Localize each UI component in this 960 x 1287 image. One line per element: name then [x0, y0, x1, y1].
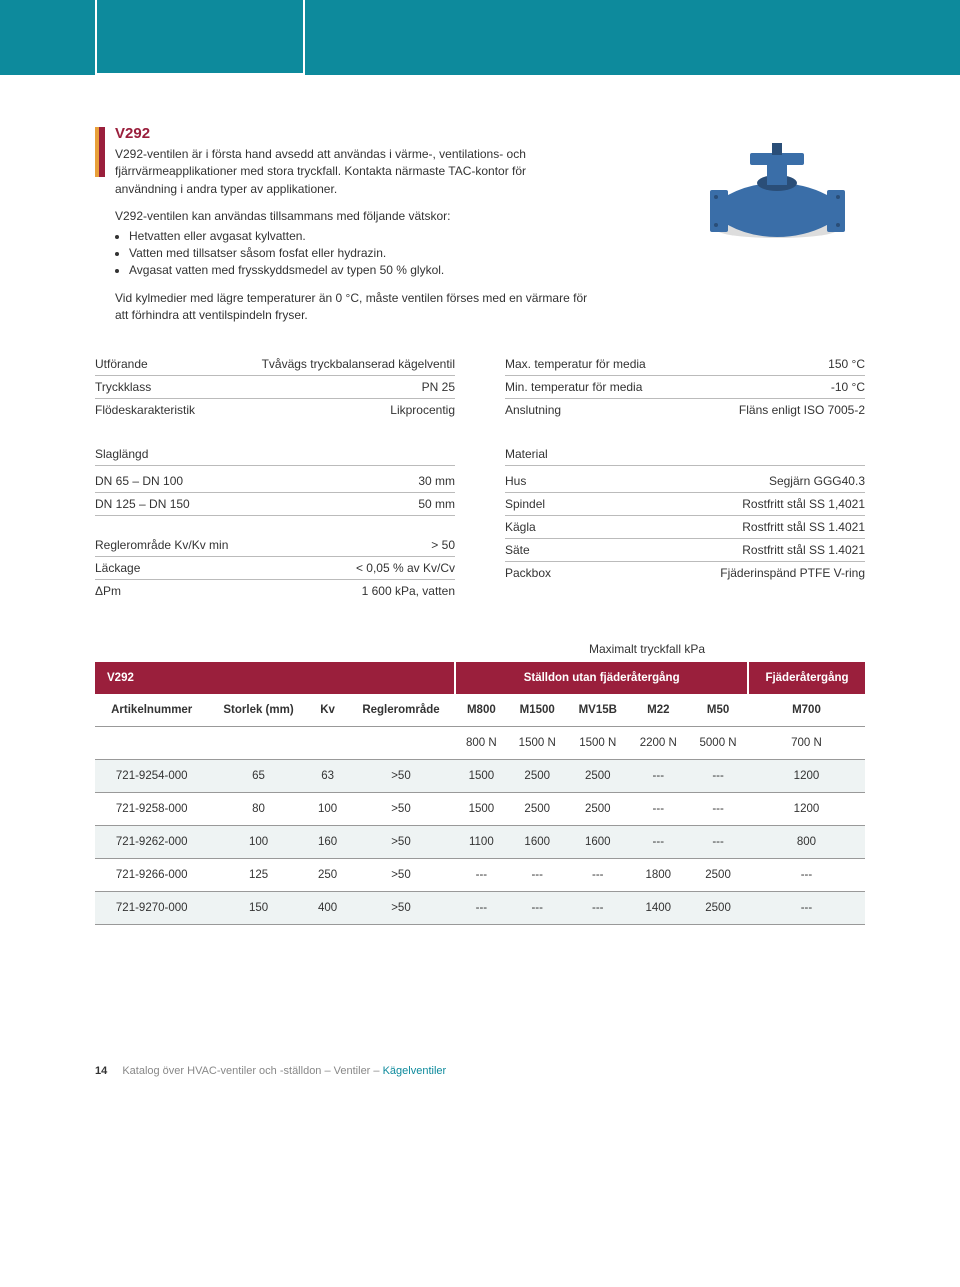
spec-value: Rostfritt stål SS 1.4021 [742, 543, 865, 557]
spec-value: Rostfritt stål SS 1.4021 [742, 520, 865, 534]
col-m50: M50 [688, 694, 748, 727]
intro-lead: V292-ventilen kan användas tillsammans m… [115, 208, 555, 225]
spec-value: < 0,05 % av Kv/Cv [356, 561, 455, 575]
pressure-caption: Maximalt tryckfall kPa [95, 642, 865, 656]
col-artikel: Artikelnummer [95, 694, 208, 727]
col-m800: M800 [455, 694, 507, 727]
material-head: Material [505, 443, 865, 466]
table-hdr-product: V292 [95, 662, 455, 694]
spec-label: Max. temperatur för media [505, 357, 646, 371]
spec-value: PN 25 [422, 380, 455, 394]
title-marker [95, 127, 105, 177]
force-cell [95, 726, 208, 759]
spec-label: Anslutning [505, 403, 561, 417]
force-cell: 700 N [748, 726, 865, 759]
col-storlek: Storlek (mm) [208, 694, 308, 727]
col-kv: Kv [309, 694, 347, 727]
col-m22: M22 [628, 694, 688, 727]
bullet-item: Hetvatten eller avgasat kylvatten. [129, 228, 569, 245]
spec-label: Tryckklass [95, 380, 151, 394]
spec-label: DN 65 – DN 100 [95, 474, 183, 488]
specs-right-1: Max. temperatur för media 150 °C Min. tem… [505, 353, 865, 421]
col-m700: M700 [748, 694, 865, 727]
table-row: 721-9258-00080100>50150025002500------12… [95, 792, 865, 825]
spec-label: Spindel [505, 497, 545, 511]
table-row: 721-9270-000150400>50---------14002500--… [95, 891, 865, 924]
table-row: 721-9262-000100160>50110016001600------8… [95, 825, 865, 858]
force-cell: 2200 N [628, 726, 688, 759]
page-number: 14 [95, 1065, 107, 1077]
spec-label: Min. temperatur för media [505, 380, 642, 394]
page-footer: 14 Katalog över HVAC-ventiler och -ställ… [95, 1065, 865, 1077]
intro-paragraph: V292-ventilen är i första hand avsedd at… [115, 146, 555, 198]
footer-crumb-last: Kägelventiler [383, 1065, 447, 1077]
specs-left-1: Utförande Tvåvägs tryckbalanserad kägelve… [95, 353, 455, 421]
page-content: V292 V292-ventilen är i första hand avse… [0, 75, 960, 1107]
banner-inset [95, 0, 305, 75]
pressure-table: V292 Ställdon utan fjäderåtergång Fjäder… [95, 662, 865, 925]
spec-value: Likprocentig [390, 403, 455, 417]
force-cell: 1500 N [567, 726, 628, 759]
col-mv15b: MV15B [567, 694, 628, 727]
spec-label: Kägla [505, 520, 536, 534]
bullet-list: Hetvatten eller avgasat kylvatten. Vatte… [129, 228, 569, 280]
spec-value: 50 mm [418, 497, 455, 511]
spec-value: Fläns enligt ISO 7005-2 [739, 403, 865, 417]
spec-value: Fjäderinspänd PTFE V-ring [720, 566, 865, 580]
spec-value: 1 600 kPa, vatten [362, 584, 455, 598]
spec-label: Packbox [505, 566, 551, 580]
note-paragraph: Vid kylmedier med lägre temperaturer än … [115, 290, 595, 325]
table-hdr-spring: Fjäderåtergång [748, 662, 865, 694]
spec-value: 150 °C [828, 357, 865, 371]
spec-value: Rostfritt stål SS 1,4021 [742, 497, 865, 511]
specs-right-2: Material Hus Segjärn GGG40.3 Spindel Rostf… [505, 443, 865, 602]
bullet-item: Avgasat vatten med frysskyddsmedel av ty… [129, 262, 569, 279]
spec-value: Segjärn GGG40.3 [769, 474, 865, 488]
table-row: 721-9266-000125250>50---------18002500--… [95, 858, 865, 891]
spec-value: 30 mm [418, 474, 455, 488]
force-cell [309, 726, 347, 759]
product-title: V292 [115, 125, 680, 142]
top-banner [0, 0, 960, 75]
table-row: 721-9254-0006563>50150025002500------120… [95, 759, 865, 792]
specs-left-2: Slaglängd DN 65 – DN 100 30 mm DN 125 – D… [95, 443, 455, 602]
spec-label: Hus [505, 474, 526, 488]
spec-label: DN 125 – DN 150 [95, 497, 190, 511]
force-cell: 800 N [455, 726, 507, 759]
spec-label: Säte [505, 543, 530, 557]
valve-image [690, 125, 865, 245]
spec-label: Flödeskarakteristik [95, 403, 195, 417]
table-hdr-nospring: Ställdon utan fjäderåtergång [455, 662, 748, 694]
slaglangd-head: Slaglängd [95, 443, 455, 466]
force-cell [208, 726, 308, 759]
spec-value: Tvåvägs tryckbalanserad kägelventil [262, 357, 455, 371]
spec-value: -10 °C [831, 380, 865, 394]
force-cell [347, 726, 456, 759]
col-m1500: M1500 [507, 694, 567, 727]
col-regler: Reglerområde [347, 694, 456, 727]
spec-label: Reglerområde Kv/Kv min [95, 538, 228, 552]
spec-value: > 50 [431, 538, 455, 552]
footer-crumb: Katalog över HVAC-ventiler och -ställdon… [122, 1065, 382, 1077]
force-cell: 5000 N [688, 726, 748, 759]
spec-label: Utförande [95, 357, 148, 371]
bullet-item: Vatten med tillsatser såsom fosfat eller… [129, 245, 569, 262]
spec-label: ΔPm [95, 584, 121, 598]
spec-label: Läckage [95, 561, 140, 575]
force-cell: 1500 N [507, 726, 567, 759]
